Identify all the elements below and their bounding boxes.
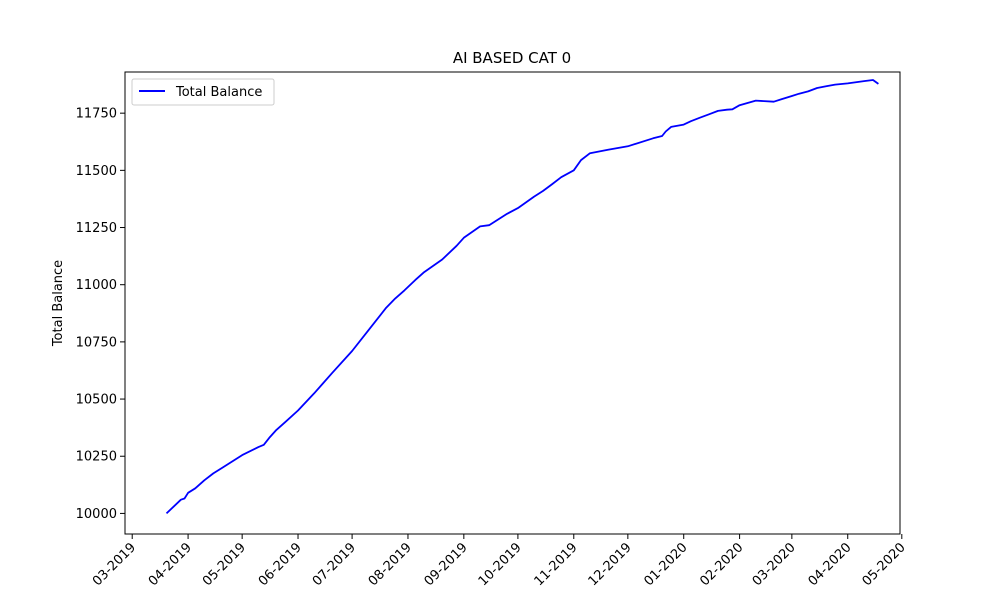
x-tick-label: 04-2020 [806,540,855,589]
legend-label: Total Balance [175,85,262,100]
x-tick-label: 06-2019 [256,540,305,589]
y-tick-label: 10750 [76,335,117,350]
x-axis: 03-2019 04-2019 05-2019 06-2019 07-2019 08-20… [90,534,909,589]
x-tick-label: 09-2019 [422,540,471,589]
y-tick-label: 11750 [76,107,117,122]
y-axis: 10000 10250 10500 10750 11000 11250 11500 11750 [76,107,125,522]
x-tick-label: 08-2019 [366,540,415,589]
y-tick-label: 10500 [76,393,117,408]
plot-area [124,71,901,535]
y-tick-label: 10250 [76,450,117,465]
x-tick-label: 03-2020 [750,540,799,589]
y-tick-label: 11500 [76,164,117,179]
x-tick-label: 04-2019 [146,540,195,589]
y-tick-label: 10000 [76,507,117,522]
y-axis-label: Total Balance [51,260,66,347]
series-line-total-balance [165,79,879,515]
x-tick-label: 12-2019 [586,540,635,589]
x-tick-label: 10-2019 [476,540,525,589]
x-tick-label: 03-2019 [90,540,139,589]
x-tick-label: 01-2020 [642,540,691,589]
x-tick-label: 02-2020 [697,540,746,589]
series-lines [165,79,879,515]
y-tick-label: 11000 [76,278,117,293]
x-tick-label: 07-2019 [310,540,359,589]
legend-box [131,78,275,106]
chart-title: AI BASED CAT 0 [453,49,571,67]
legend: Total Balance [131,78,275,106]
x-tick-label: 11-2019 [532,540,581,589]
x-tick-label: 05-2019 [200,540,249,589]
x-tick-label: 05-2020 [860,540,909,589]
y-tick-label: 11250 [76,221,117,236]
